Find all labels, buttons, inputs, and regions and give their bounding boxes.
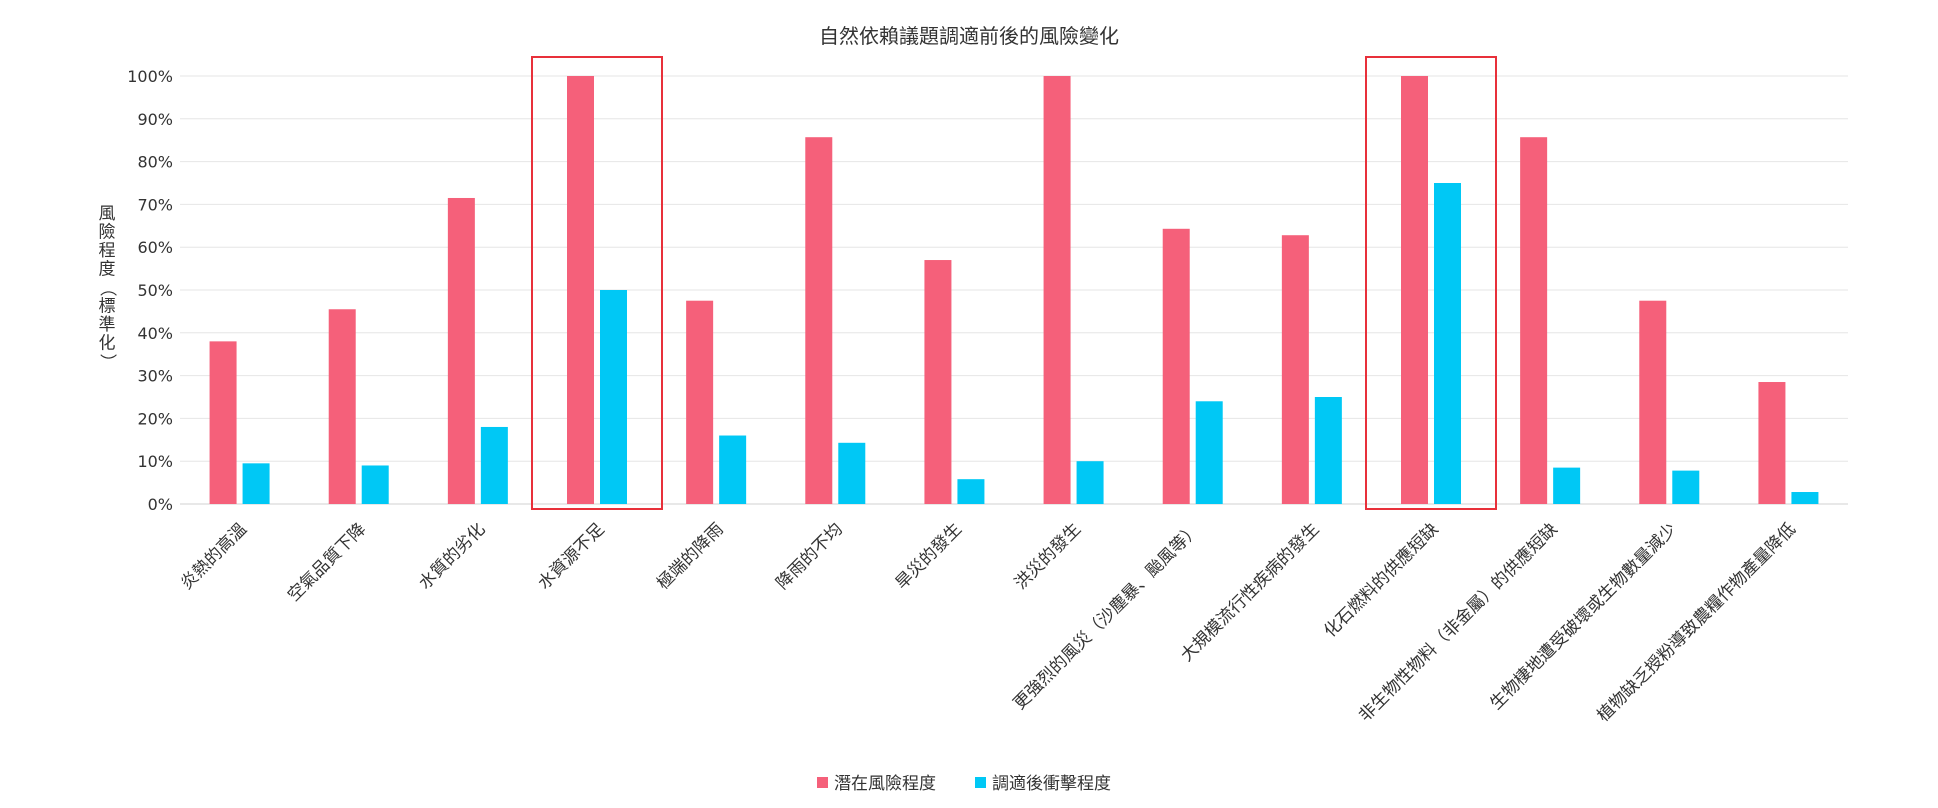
y-tick-label: 70% <box>137 195 173 214</box>
bar-post-adaptation-impact <box>957 479 985 504</box>
bar-post-adaptation-impact <box>242 463 270 504</box>
legend: 潛在風險程度 調適後衝擊程度 <box>817 774 1111 794</box>
bar-post-adaptation-impact <box>1195 401 1223 504</box>
bar-post-adaptation-impact <box>361 465 389 504</box>
bar-potential-risk <box>1162 228 1190 504</box>
y-axis-ticks: 0% 10% 20% 30% 40% 50% 60% 70% 80% 90% 100% <box>127 67 173 514</box>
y-axis-label-char: 風 <box>99 204 116 224</box>
y-axis-label-char: （ <box>97 280 117 297</box>
bar-post-adaptation-impact <box>1791 492 1819 504</box>
x-tick-label: 水資源不足 <box>534 519 608 593</box>
y-axis-label-char: 度 <box>99 260 116 280</box>
gridlines <box>180 75 1848 505</box>
chart-title: 自然依賴議題調適前後的風險變化 <box>819 24 1119 48</box>
bars <box>209 76 1819 505</box>
bar-potential-risk <box>1281 235 1309 504</box>
bar-post-adaptation-impact <box>719 435 747 504</box>
y-axis-label-char: 程 <box>99 241 116 261</box>
bar-post-adaptation-impact <box>1553 467 1581 504</box>
x-tick-label: 旱災的發生 <box>892 519 966 593</box>
bar-potential-risk <box>1639 300 1667 504</box>
y-tick-label: 30% <box>137 367 173 386</box>
bar-potential-risk <box>447 197 475 505</box>
x-axis-ticks: 炎熱的高溫 空氣品質下降 水質的劣化 水資源不足 極端的降雨 降雨的不均 旱災的發生 洪災的發… <box>177 519 1800 726</box>
bar-potential-risk <box>1758 382 1786 504</box>
bar-potential-risk <box>328 309 356 504</box>
bar-post-adaptation-impact <box>600 290 627 504</box>
y-axis-label-char: 標 <box>99 297 116 317</box>
bar-potential-risk <box>686 300 714 504</box>
x-tick-label: 水質的劣化 <box>415 519 489 593</box>
bar-post-adaptation-impact <box>838 442 866 504</box>
y-tick-label: 10% <box>137 452 173 471</box>
x-tick-label: 洪災的發生 <box>1011 519 1085 593</box>
bar-potential-risk <box>209 341 237 504</box>
bar-potential-risk <box>1520 137 1548 505</box>
legend-label-potential-risk: 潛在風險程度 <box>834 774 936 794</box>
bar-post-adaptation-impact <box>1314 397 1342 504</box>
y-tick-label: 20% <box>137 409 173 428</box>
x-tick-label: 空氣品質下降 <box>284 519 370 605</box>
highlight-boxes <box>531 56 1497 510</box>
x-tick-label: 生物棲地遭受破壞或生物數量減少 <box>1486 519 1680 713</box>
y-tick-label: 90% <box>137 110 173 129</box>
y-tick-label: 40% <box>137 324 173 343</box>
x-tick-label: 極端的降雨 <box>653 519 727 593</box>
legend-swatch-post-adaptation-impact <box>975 777 986 788</box>
x-tick-label: 炎熱的高溫 <box>177 519 251 593</box>
bar-post-adaptation-impact <box>1076 461 1104 504</box>
y-axis-label-char: 準 <box>99 315 116 335</box>
bar-potential-risk <box>567 76 594 504</box>
x-tick-label: 更強烈的風災（沙塵暴、颱風等） <box>1010 519 1204 713</box>
bar-potential-risk <box>924 260 952 504</box>
x-tick-label: 非生物性物料（非金屬）的供應短缺 <box>1354 519 1561 726</box>
y-tick-label: 0% <box>148 495 173 514</box>
bar-post-adaptation-impact <box>480 426 508 504</box>
legend-label-post-adaptation-impact: 調適後衝擊程度 <box>992 774 1111 794</box>
highlight-box <box>531 56 663 510</box>
y-tick-label: 60% <box>137 238 173 257</box>
bar-potential-risk <box>1401 76 1428 504</box>
bar-potential-risk <box>1043 76 1071 504</box>
y-axis-label-char: 化 <box>99 334 116 354</box>
y-axis-label: 風險程度（標準化） <box>97 204 117 371</box>
x-tick-label: 大規模流行性疾病的發生 <box>1177 519 1323 665</box>
bar-post-adaptation-impact <box>1434 183 1461 504</box>
x-tick-label: 降雨的不均 <box>773 519 847 593</box>
legend-swatch-potential-risk <box>817 777 828 788</box>
y-axis-label-char: 險 <box>99 223 116 243</box>
x-tick-label: 植物缺乏授粉導致農糧作物產量降低 <box>1593 519 1799 725</box>
y-tick-label: 80% <box>137 153 173 172</box>
highlight-box <box>1365 56 1497 510</box>
bar-potential-risk <box>805 137 833 505</box>
y-tick-label: 100% <box>127 67 173 86</box>
x-tick-label: 化石燃料的供應短缺 <box>1319 519 1442 642</box>
y-tick-label: 50% <box>137 281 173 300</box>
bar-post-adaptation-impact <box>1672 470 1700 504</box>
y-axis-label-char: ） <box>97 354 117 371</box>
